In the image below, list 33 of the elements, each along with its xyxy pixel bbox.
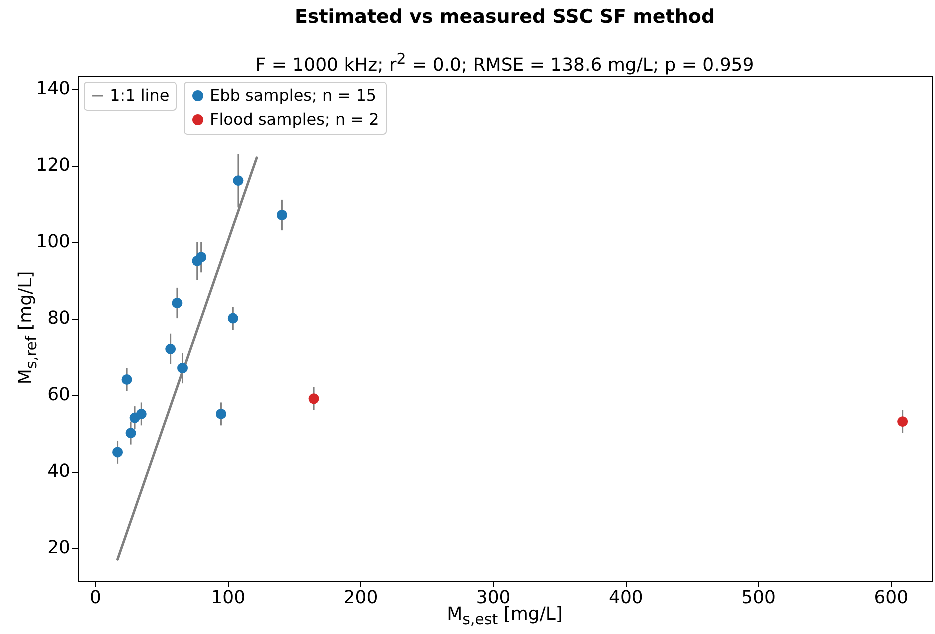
chart-subtitle: F = 1000 kHz; r$^{2}$ = 0.0; RMSE = 138.6 mg/L; p = 0.959 (254, 50, 756, 76)
point (308, 394, 320, 404)
point (216, 408, 226, 420)
point (233, 176, 244, 186)
point (122, 374, 132, 385)
y-tick-label: 20 (48, 538, 70, 559)
point (196, 252, 207, 263)
x-axis-title: M$_{s,est}$ [mg/L] (447, 604, 563, 629)
x-tick-label: 0 (90, 588, 102, 608)
point (126, 428, 136, 439)
point (178, 363, 188, 374)
y-tick-label: 140 (36, 78, 70, 100)
point (136, 408, 147, 420)
x-tick-label: 400 (608, 588, 644, 608)
x-tick-label: 600 (874, 588, 909, 608)
y-tick-label: 40 (48, 461, 70, 482)
y-tick-label: 100 (36, 232, 70, 253)
point (276, 210, 288, 220)
chart-title: Estimated vs measured SSC SF method (294, 6, 716, 28)
y-tick-label: 60 (48, 384, 70, 406)
point (898, 416, 908, 428)
point (112, 447, 124, 458)
legend-label: 1:1 line (110, 86, 170, 105)
x-tick-label: 200 (344, 588, 378, 608)
legend-label: Flood samples; n = 2 (210, 110, 380, 129)
point (172, 298, 183, 308)
y-tick-label: 80 (48, 308, 70, 330)
legend-label: Ebb samples; n = 15 (210, 86, 377, 105)
point (228, 313, 238, 324)
y-tick-label: 120 (36, 155, 70, 176)
x-tick-label: 100 (211, 588, 246, 608)
point (166, 344, 176, 354)
x-tick-label: 500 (742, 588, 776, 608)
